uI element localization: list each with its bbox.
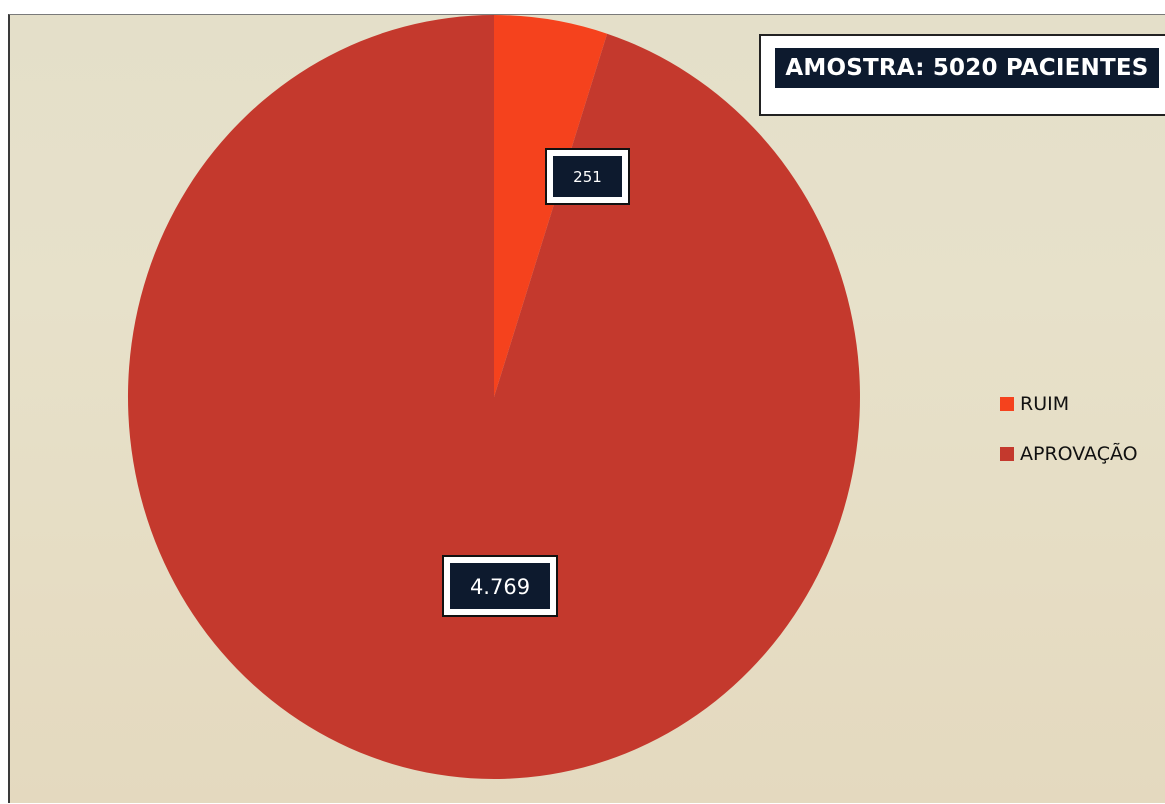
chart-title-box: AMOSTRA: 5020 PACIENTES — [759, 34, 1165, 116]
legend-label-ruim: RUIM — [1020, 393, 1070, 415]
legend-item-aprovacao: APROVAÇÃO — [1000, 441, 1138, 467]
pie-slice-aprovacao — [127, 15, 860, 779]
legend: RUIM APROVAÇÃO — [1000, 391, 1138, 491]
data-label-ruim: 251 — [545, 148, 630, 205]
pie-slice-ruim — [494, 15, 608, 397]
legend-swatch-ruim — [1000, 397, 1014, 411]
pie-chart — [127, 15, 860, 779]
chart-title: AMOSTRA: 5020 PACIENTES — [775, 48, 1159, 88]
legend-swatch-aprovacao — [1000, 447, 1014, 461]
legend-item-ruim: RUIM — [1000, 391, 1138, 417]
data-label-aprovacao: 4.769 — [442, 555, 558, 617]
legend-label-aprovacao: APROVAÇÃO — [1020, 443, 1138, 465]
data-label-aprovacao-value: 4.769 — [450, 563, 550, 609]
chart-area: AMOSTRA: 5020 PACIENTES 251 4.769 RUIM A… — [8, 14, 1165, 803]
data-label-ruim-value: 251 — [553, 156, 622, 197]
